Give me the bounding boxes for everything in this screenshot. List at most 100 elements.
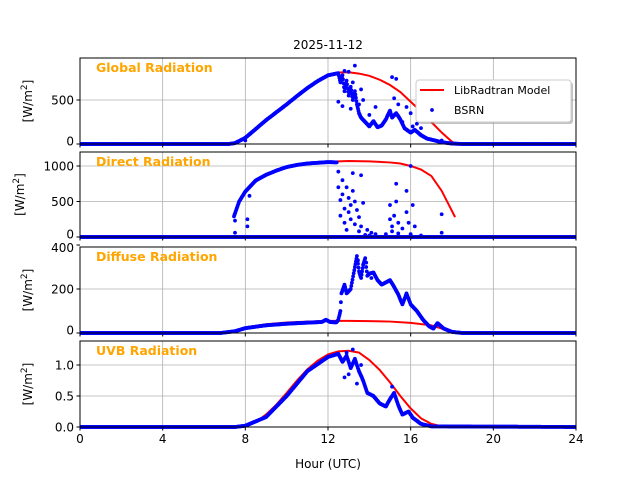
bsrn-point: [400, 120, 405, 124]
bsrn-point: [359, 272, 364, 277]
bsrn-point: [336, 185, 341, 190]
bsrn-point: [408, 111, 413, 116]
panel-uvb-radiation: 0 4 8 12 16 20 24 0.0 0.5 1.0 [W/m2] UVB Radiation: [20, 340, 584, 446]
y-tick-label: 1.0: [55, 358, 74, 372]
bsrn-point: [404, 105, 409, 109]
bsrn-point: [352, 199, 357, 204]
bsrn-point: [364, 260, 369, 265]
x-tick-label: 0: [76, 432, 84, 446]
bsrn-point: [367, 113, 372, 117]
bsrn-point: [439, 230, 444, 235]
bsrn-point: [361, 201, 366, 205]
y-axis-label: [W/m2]: [12, 173, 27, 216]
bsrn-point: [359, 87, 363, 92]
bsrn-point: [346, 196, 351, 200]
y-tick-label: 500: [51, 93, 74, 107]
bsrn-point: [390, 229, 394, 234]
y-tick-label: 200: [51, 283, 74, 297]
bsrn-point: [352, 268, 357, 273]
bsrn-point: [340, 104, 345, 109]
x-tick-label: 24: [568, 432, 583, 446]
y-tick-label: 0: [66, 228, 74, 242]
bsrn-point: [348, 106, 353, 111]
y-tick-label: 0.5: [55, 389, 74, 403]
bsrn-point: [348, 217, 353, 222]
ylabel-tail: ]: [21, 80, 35, 85]
bsrn-point: [355, 254, 359, 258]
bsrn-point: [365, 227, 370, 232]
x-tick-label: 12: [320, 432, 335, 446]
y-tick-label: 0: [66, 324, 74, 338]
bsrn-point: [419, 126, 423, 131]
bsrn-point: [357, 102, 361, 107]
bsrn-point: [400, 226, 405, 231]
bsrn-point: [364, 269, 369, 274]
bsrn-point: [357, 229, 361, 234]
bsrn-point: [340, 192, 345, 197]
bsrn-point: [388, 217, 392, 222]
bsrn-point: [396, 102, 401, 107]
panel-title: Diffuse Radiation: [96, 249, 217, 264]
bsrn-point: [410, 203, 415, 207]
bsrn-point: [349, 284, 354, 288]
bsrn-point: [346, 372, 351, 377]
bsrn-point: [390, 75, 394, 80]
y-tick-label: 500: [51, 195, 74, 209]
bsrn-point: [364, 265, 369, 269]
bsrn-point: [342, 375, 347, 380]
bsrn-point: [406, 220, 411, 225]
x-axis-label: Hour (UTC): [295, 457, 361, 471]
bsrn-point: [342, 220, 347, 225]
bsrn-point: [392, 213, 397, 218]
plot-area: [80, 347, 576, 429]
bsrn-point: [361, 98, 366, 102]
bsrn-point: [352, 222, 357, 227]
bsrn-point: [369, 230, 374, 235]
bsrn-point: [412, 224, 417, 229]
bsrn-point: [356, 265, 361, 270]
bsrn-point: [359, 363, 363, 367]
bsrn-point: [346, 210, 351, 215]
bsrn-point: [348, 84, 353, 89]
y-axis-label: [W/m2]: [20, 80, 35, 123]
bsrn-point: [342, 69, 347, 73]
bsrn-point: [369, 276, 374, 280]
bsrn-point: [404, 210, 409, 215]
bsrn-point: [341, 81, 346, 86]
panel-direct-radiation: 0 500 1000 [W/m2] Direct Radiation: [12, 151, 577, 242]
bsrn-point: [350, 280, 354, 285]
bsrn-point: [355, 381, 359, 386]
bsrn-point: [404, 188, 409, 193]
bsrn-point: [392, 96, 397, 101]
bsrn-point: [359, 276, 363, 280]
bsrn-point: [351, 271, 356, 276]
y-axis-label: [W/m2]: [20, 269, 35, 312]
panels: 0 500 [W/m2] Global Radiation LibRadtran Mod…: [12, 57, 584, 446]
bsrn-point: [336, 169, 341, 174]
y-axis-label: [W/m2]: [20, 363, 35, 406]
bsrn-point: [233, 218, 237, 223]
ylabel-tail: ]: [13, 173, 27, 178]
bsrn-point: [354, 95, 358, 100]
bsrn-point: [346, 69, 351, 74]
superscript: 2: [12, 178, 22, 184]
bsrn-point: [408, 164, 413, 168]
bsrn-point: [394, 76, 399, 81]
y-tick-label: 400: [51, 241, 74, 255]
bsrn-point: [342, 206, 347, 211]
superscript: 2: [20, 273, 30, 279]
bsrn-point: [338, 198, 343, 202]
bsrn-point: [349, 88, 354, 92]
bsrn-point: [363, 232, 368, 237]
bsrn-point: [247, 193, 252, 198]
bsrn-point: [394, 181, 399, 186]
bsrn-point: [353, 89, 357, 94]
x-tick-label: 4: [159, 432, 167, 446]
bsrn-series: [80, 347, 576, 429]
bsrn-point: [233, 230, 237, 235]
x-tick-label: 16: [403, 432, 418, 446]
bsrn-point: [339, 300, 343, 305]
bsrn-point: [352, 63, 357, 68]
bsrn-point: [336, 99, 341, 104]
bsrn-point: [359, 224, 363, 229]
